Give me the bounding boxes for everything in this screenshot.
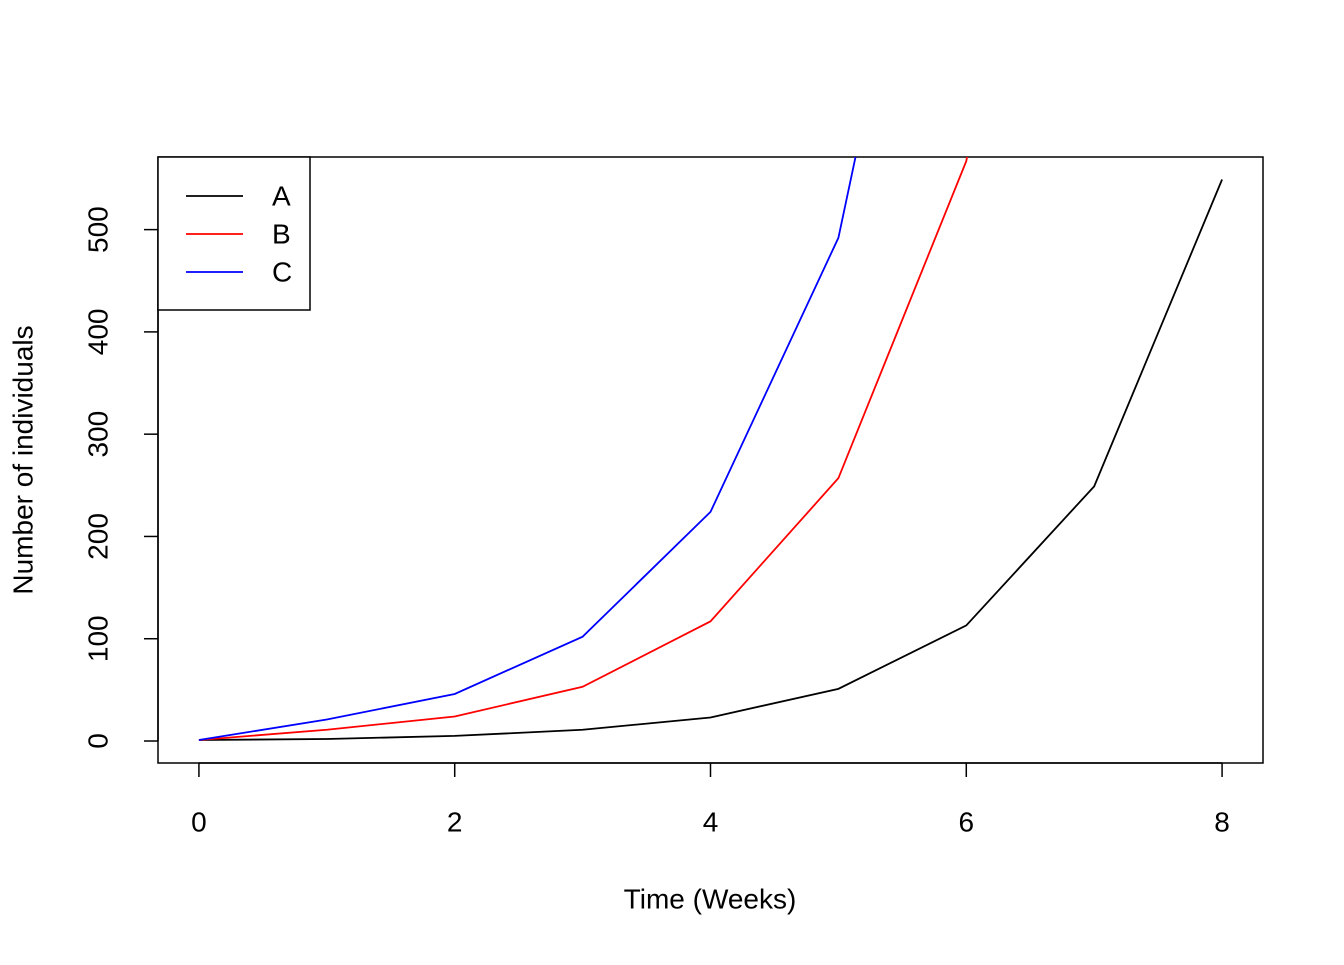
legend-label: A [272, 180, 291, 211]
y-tick-label: 500 [82, 206, 113, 253]
y-tick-label: 200 [82, 513, 113, 560]
plot-frame [157, 156, 1264, 764]
y-tick-label: 100 [82, 615, 113, 662]
x-tick-label: 2 [447, 806, 463, 837]
legend-label: C [272, 256, 292, 287]
x-tick-label: 0 [191, 806, 207, 837]
plot-area [198, 157, 1223, 741]
legend-label: B [272, 218, 291, 249]
series-line [198, 179, 1223, 741]
y-axis-label: Number of individuals [7, 325, 38, 594]
y-tick-label: 300 [82, 411, 113, 458]
x-tick-label: 8 [1214, 806, 1230, 837]
x-tick-label: 4 [703, 806, 719, 837]
series-line [198, 157, 968, 741]
series-line [198, 157, 857, 741]
y-tick-label: 400 [82, 309, 113, 356]
x-axis-label: Time (Weeks) [624, 883, 797, 914]
y-tick-label: 0 [82, 733, 113, 749]
x-tick-label: 6 [958, 806, 974, 837]
